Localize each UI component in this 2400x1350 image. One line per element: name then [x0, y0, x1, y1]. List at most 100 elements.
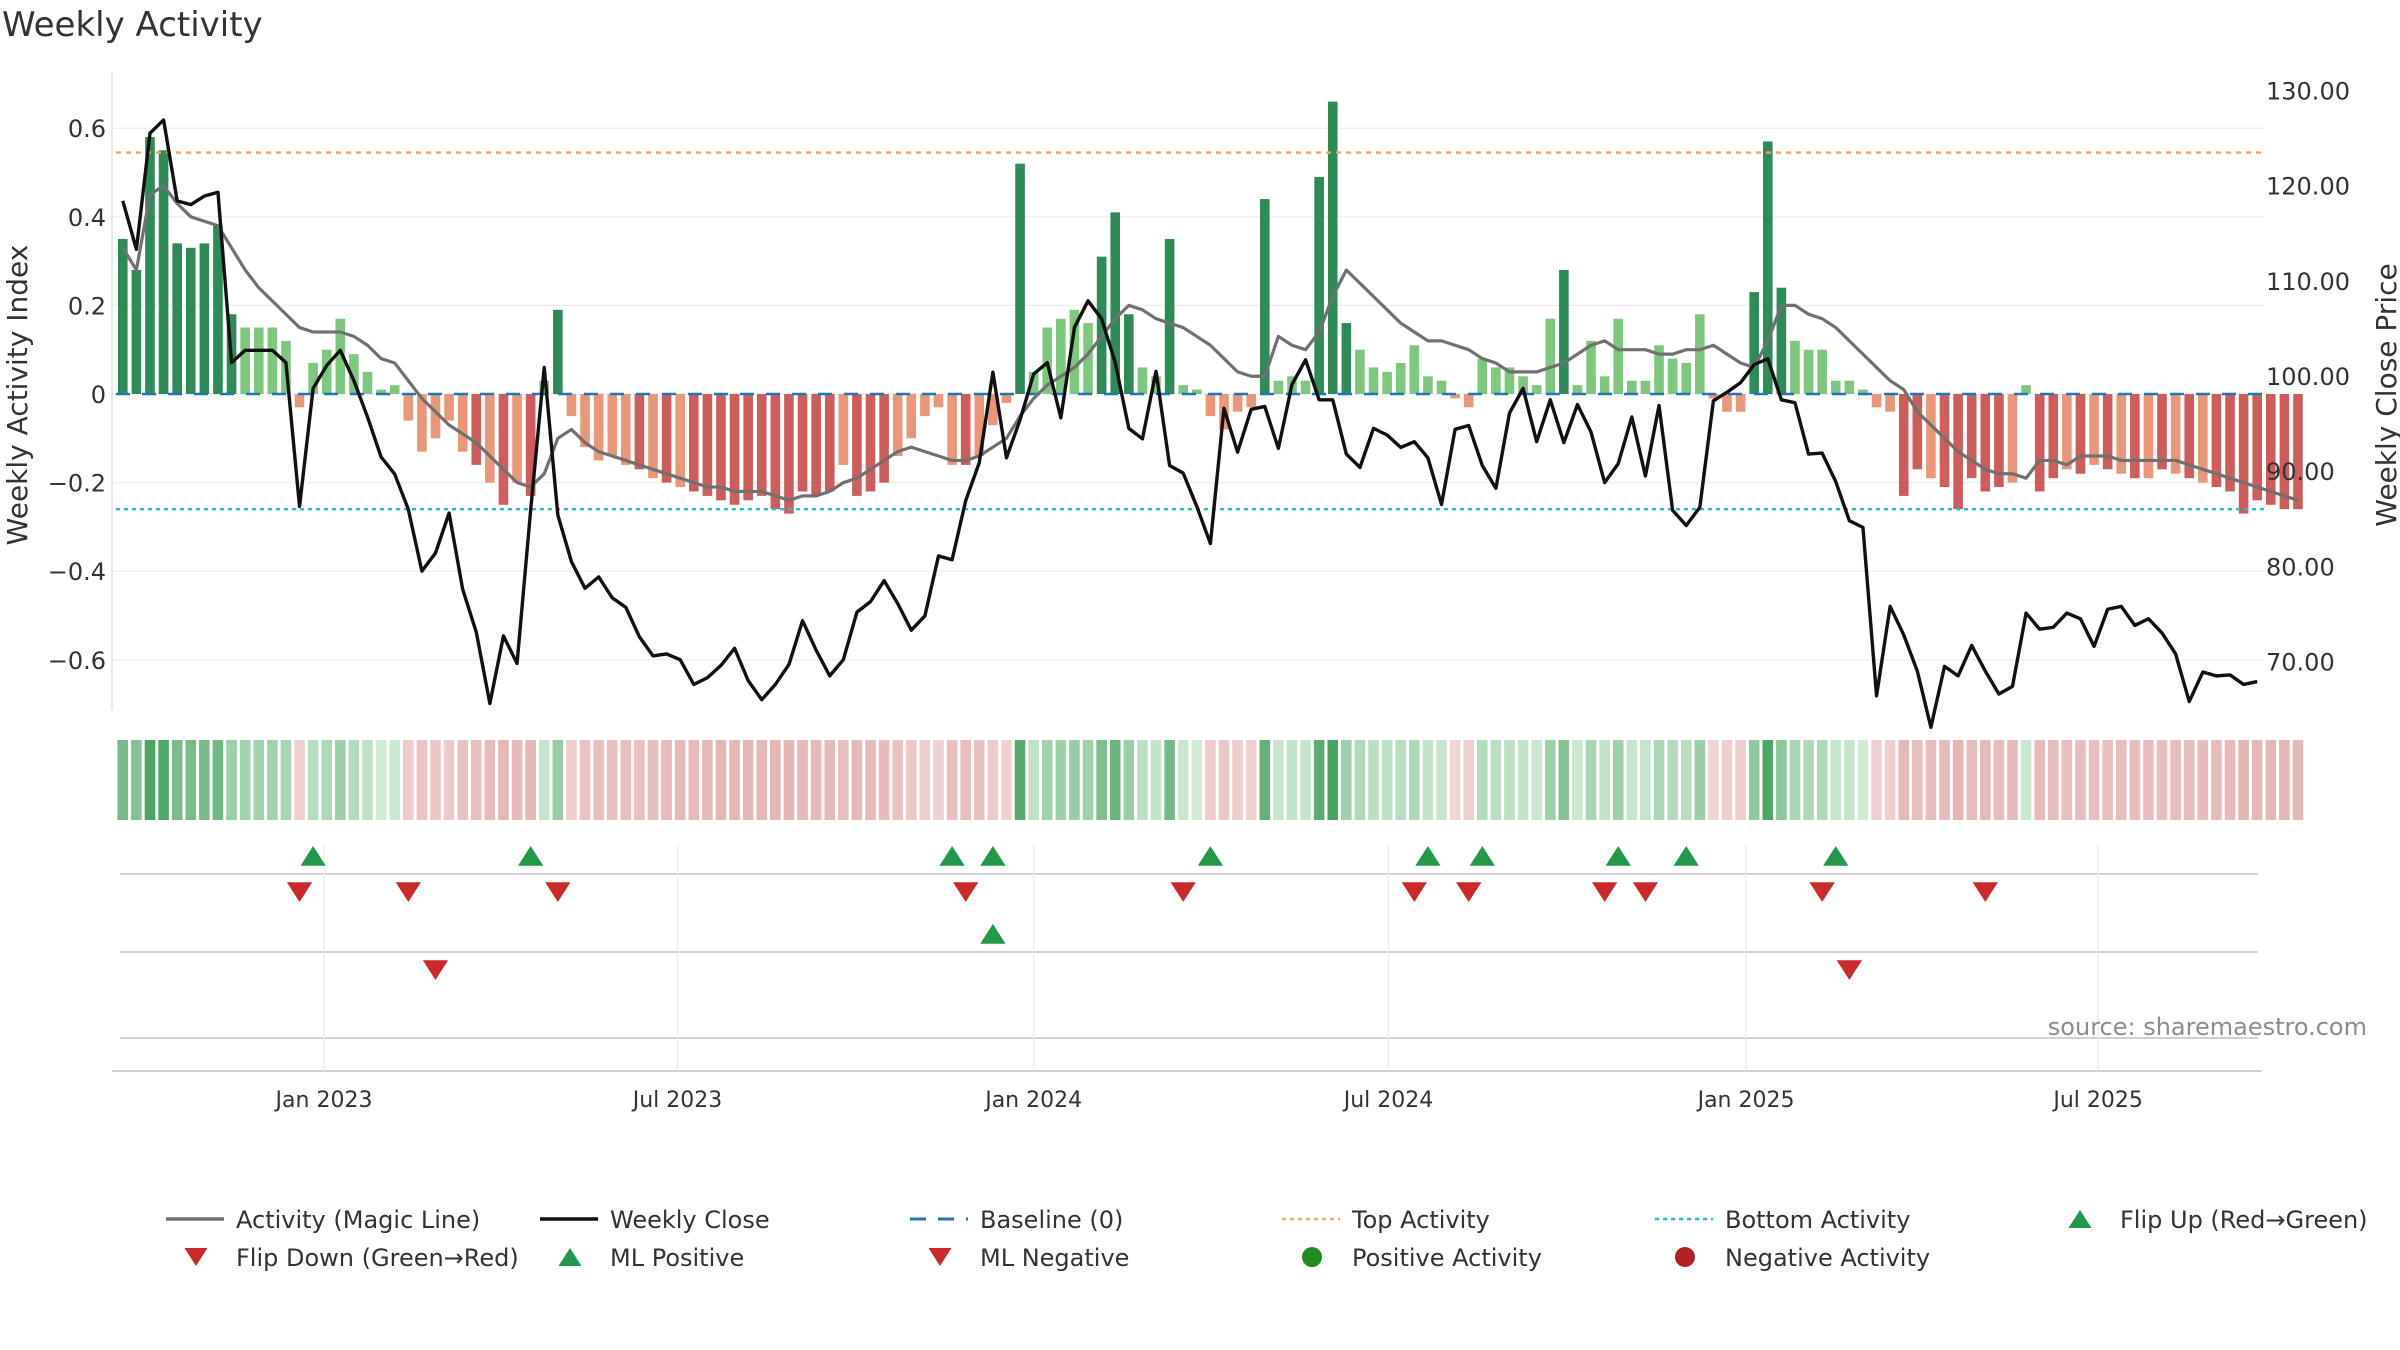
activity-bar [920, 394, 930, 417]
legend-swatch [1302, 1247, 1322, 1267]
strip-cell [1313, 740, 1325, 820]
legend-swatch [558, 1248, 582, 1266]
strip-cell [1490, 740, 1502, 820]
activity-bar [1790, 340, 1800, 394]
flip-down-marker [545, 882, 571, 902]
activity-bar [960, 394, 971, 465]
strip-cell [1368, 740, 1379, 820]
left-tick-label: 0.2 [68, 292, 106, 320]
activity-bar [321, 349, 332, 394]
strip-cell [1273, 740, 1284, 820]
flip-up-marker [517, 846, 544, 866]
activity-bar [811, 394, 821, 496]
flip-up-marker [1469, 846, 1495, 866]
right-tick-label: 110.00 [2266, 268, 2350, 296]
flip-down-marker [1170, 882, 1196, 902]
strip-cell [1191, 740, 1203, 820]
strip-cell [783, 740, 795, 820]
activity-bar [294, 394, 305, 408]
strip-cell [1137, 740, 1148, 820]
activity-bar [1926, 394, 1936, 479]
activity-bar [1151, 376, 1161, 394]
activity-bar [376, 389, 386, 394]
strip-cell [2279, 740, 2290, 820]
activity-bar [1885, 394, 1895, 412]
activity-bar [1559, 269, 1569, 394]
strip-cell [770, 740, 781, 820]
activity-bar [824, 394, 835, 492]
left-tick-label: −0.6 [48, 647, 106, 675]
activity-bar [1124, 314, 1134, 394]
strip-cell [1341, 740, 1352, 820]
activity-bar [131, 269, 142, 394]
strip-cell [987, 740, 999, 820]
strip-cell [307, 740, 319, 820]
left-tick-label: 0.6 [68, 115, 106, 143]
strip-cell [892, 740, 904, 820]
activity-bar [2102, 394, 2113, 470]
activity-bar [1762, 141, 1773, 394]
strip-cell [144, 740, 156, 820]
strip-cell [1776, 740, 1787, 820]
strip-cell [511, 740, 523, 820]
activity-bar [784, 394, 794, 514]
activity-bar [485, 394, 495, 483]
strip-cell [2020, 740, 2032, 820]
activity-bar [185, 247, 196, 394]
right-tick-label: 120.00 [2266, 173, 2350, 201]
legend-label: ML Positive [610, 1244, 744, 1272]
activity-bar [743, 394, 753, 501]
activity-bar [2007, 394, 2018, 483]
strip-cell [1939, 740, 1950, 820]
strip-cell [960, 740, 971, 820]
strip-cell [457, 740, 468, 820]
strip-cell [470, 740, 482, 820]
flip-up-marker [300, 846, 326, 866]
legend-item: Flip Up (Red→Green) [2068, 1206, 2368, 1234]
strip-cell [1585, 740, 1597, 820]
activity-bar [1749, 292, 1759, 394]
strip-cell [2224, 740, 2236, 820]
activity-bar [1667, 358, 1678, 394]
strip-cell [1898, 740, 1910, 820]
activity-bar [756, 394, 767, 496]
strip-cell [1422, 740, 1434, 820]
activity-bar [1681, 362, 1692, 394]
legend-item: ML Positive [558, 1244, 744, 1272]
flip-panel: Jan 2023 Jul 2023 Jan 2024 Jul 2024 Jan 2025… [112, 845, 2367, 1113]
strip-cell [1164, 740, 1175, 820]
strip-cell [1640, 740, 1651, 820]
activity-bar [213, 225, 223, 394]
strip-cell [593, 740, 604, 820]
weekly-close-line [121, 118, 2258, 729]
activity-bar [362, 371, 373, 394]
activity-bar [770, 394, 781, 510]
strip-cell [946, 740, 958, 820]
activity-bar [1640, 380, 1651, 394]
activity-bar [580, 394, 590, 448]
activity-bar [879, 394, 889, 483]
strip-cell [212, 740, 224, 820]
activity-bar [240, 327, 250, 394]
activity-bar [1504, 367, 1515, 394]
legend-item: Activity (Magic Line) [166, 1206, 480, 1234]
strip-cell [1857, 740, 1869, 820]
legend-label: ML Negative [980, 1244, 1129, 1272]
legend-item: Top Activity [1282, 1206, 1490, 1234]
activity-bar [1735, 394, 1746, 412]
activity-bar [2198, 394, 2208, 483]
legend-swatch [2068, 1210, 2092, 1228]
activity-bar [1423, 376, 1433, 394]
strip-cell [226, 740, 237, 820]
strip-cell [688, 740, 700, 820]
strip-cell [620, 740, 632, 820]
x-tick-label: Jan 2023 [274, 1088, 373, 1113]
left-axis-label: Weekly Activity Index [1, 245, 34, 546]
activity-bar [716, 394, 726, 501]
activity-bar [1096, 256, 1107, 394]
strip-cell [1504, 740, 1515, 820]
activity-bar [1912, 394, 1923, 470]
activity-bar [471, 394, 482, 465]
activity-bar [1722, 394, 1732, 412]
strip-cell [1748, 740, 1760, 820]
